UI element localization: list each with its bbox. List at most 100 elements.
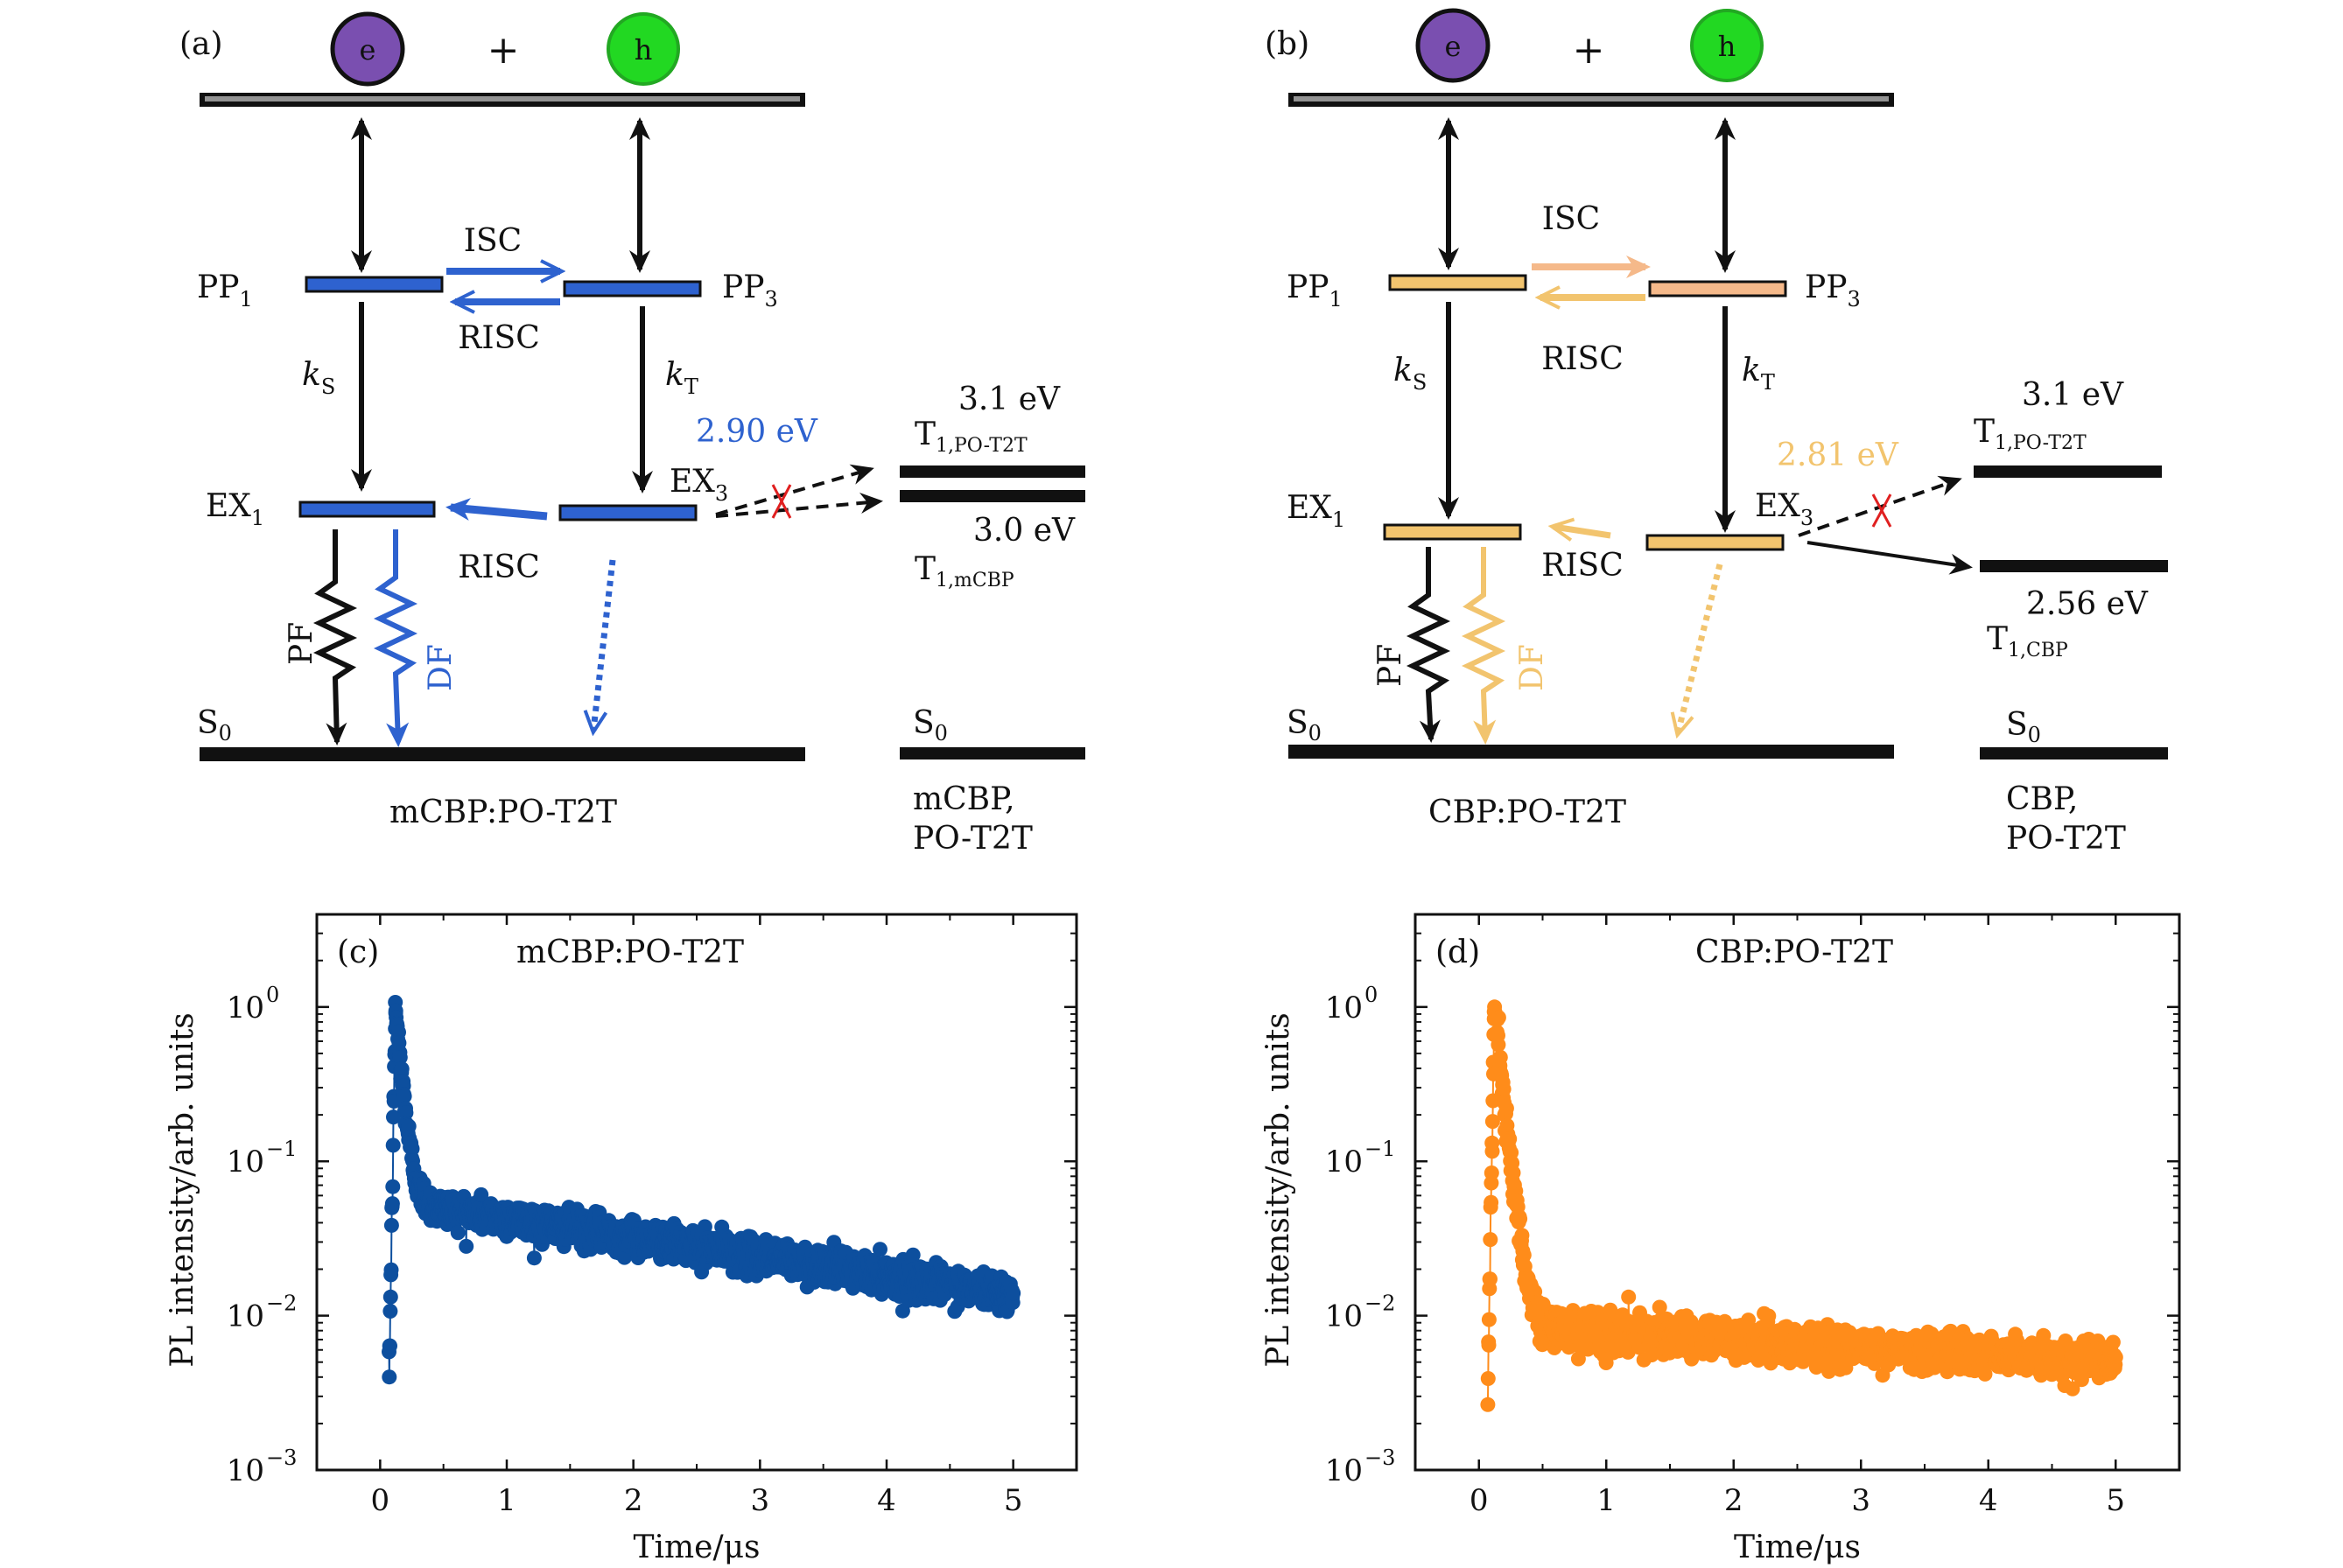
data-point <box>905 1247 921 1263</box>
panel-a-label: (a) <box>179 26 223 62</box>
x-tick-label: 5 <box>1004 1483 1023 1518</box>
s0-right-label: S0 <box>2006 707 2041 747</box>
ex3-decay-dotted-arrow <box>593 559 616 731</box>
hole-label: h <box>1718 30 1736 63</box>
data-series <box>1480 999 2123 1412</box>
blocked-cross <box>771 484 792 519</box>
plus-sign: + <box>488 28 520 73</box>
data-point <box>459 1238 474 1254</box>
pp1-level <box>1388 274 1527 291</box>
risc-mid-arrow <box>1554 527 1611 536</box>
data-point <box>873 1242 887 1257</box>
t-low-level <box>1980 560 2168 572</box>
s0-right-level <box>1980 747 2168 760</box>
pp3-label: PP3 <box>1805 270 1861 312</box>
t-high-label: T1,PO-T2T <box>1974 414 2087 454</box>
data-point <box>1514 1228 1530 1243</box>
s0-right-label: S0 <box>913 705 948 746</box>
data-point <box>1480 1396 1496 1412</box>
data-point <box>2108 1349 2123 1365</box>
ex1-level <box>298 500 436 518</box>
pp1-label: PP1 <box>197 270 253 312</box>
chart-title: CBP:PO-T2T <box>1695 934 1893 970</box>
y-tick-exponent: −2 <box>1364 1292 1395 1316</box>
pf-wavy-arrow <box>312 529 358 746</box>
data-point <box>526 1250 542 1266</box>
pf-label: PF <box>1372 644 1408 687</box>
data-point <box>1516 1247 1532 1263</box>
pp3-level <box>563 280 702 298</box>
x-tick-label: 4 <box>1979 1483 1998 1518</box>
t-low-label: T1,mCBP <box>915 551 1014 592</box>
data-point <box>384 1196 400 1212</box>
x-tick-label: 0 <box>1470 1483 1489 1518</box>
data-point <box>1491 1010 1506 1026</box>
y-axis-label: PL intensity/arb. units <box>1260 1012 1296 1368</box>
data-point <box>1484 1194 1499 1210</box>
x-tick-label: 0 <box>371 1483 390 1518</box>
y-tick-label: 10 <box>227 1453 264 1488</box>
ex1-level <box>1383 523 1522 541</box>
hole-label: h <box>635 33 653 66</box>
plus-sign: + <box>1573 28 1605 73</box>
data-point <box>1480 1371 1496 1386</box>
pp3-label: PP3 <box>722 270 778 312</box>
data-point <box>1484 1166 1499 1180</box>
risc-top-label: RISC <box>458 320 540 356</box>
right-caption-2: PO-T2T <box>2006 821 2126 857</box>
y-tick-label: 10 <box>1325 1453 1363 1488</box>
s0-level <box>200 747 805 761</box>
data-point <box>1496 1082 1512 1097</box>
data-point <box>1580 1341 1596 1357</box>
t-low-label: T1,CBP <box>1987 621 2068 662</box>
s0-right-level <box>900 747 1085 760</box>
electron: e <box>330 11 405 87</box>
chart-title: mCBP:PO-T2T <box>516 934 744 970</box>
ex3-label: EX3 <box>1755 488 1813 530</box>
t-high-energy: 3.1 eV <box>958 382 1061 417</box>
data-point <box>1492 1049 1508 1065</box>
electron-label: e <box>360 33 376 66</box>
s0-label: S0 <box>1287 705 1322 746</box>
s0-level <box>1288 745 1894 759</box>
data-point <box>2065 1381 2080 1396</box>
df-label: DF <box>1514 644 1550 691</box>
data-point <box>404 1141 420 1157</box>
y-tick-label: 10 <box>227 1299 264 1334</box>
isc-label: ISC <box>1542 201 1600 237</box>
data-point <box>385 1138 401 1153</box>
data-point <box>1484 1114 1500 1130</box>
data-point <box>2105 1334 2121 1350</box>
data-point <box>1484 1144 1500 1159</box>
t-high-label: T1,PO-T2T <box>915 416 1028 457</box>
risc-mid-label: RISC <box>458 550 540 585</box>
data-point <box>382 1289 398 1305</box>
x-tick-label: 5 <box>2106 1483 2125 1518</box>
y-tick-label: 10 <box>1325 990 1363 1026</box>
y-tick-exponent: 0 <box>1364 983 1378 1007</box>
x-axis-label: Time/μs <box>1734 1530 1861 1565</box>
data-point <box>1652 1299 1667 1315</box>
right-caption-1: mCBP, <box>913 781 1015 817</box>
gap-energy-label: 2.81 eV <box>1777 438 1899 473</box>
panel-b-energy-diagram: (b) e + h PP1 PP3 ISC RISC kS kT EX1 EX3 <box>1265 8 2168 857</box>
data-point <box>386 1110 401 1125</box>
data-point <box>383 1217 399 1233</box>
data-point <box>396 1088 412 1104</box>
ex1-label: EX1 <box>206 488 264 530</box>
t-low-level <box>900 490 1085 502</box>
electron-label: e <box>1445 30 1462 63</box>
ks-label: kS <box>302 357 335 399</box>
data-point <box>1498 1101 1514 1116</box>
data-point <box>392 1050 408 1065</box>
ks-label: kS <box>1393 353 1427 395</box>
pp1-label: PP1 <box>1287 270 1343 312</box>
data-point <box>394 1061 410 1077</box>
transfer-to-t-low-arrow <box>1806 541 1973 575</box>
data-point <box>383 1262 399 1278</box>
ex3-level <box>1645 534 1785 551</box>
caption: mCBP:PO-T2T <box>389 794 617 830</box>
y-tick-exponent: −3 <box>266 1446 297 1470</box>
